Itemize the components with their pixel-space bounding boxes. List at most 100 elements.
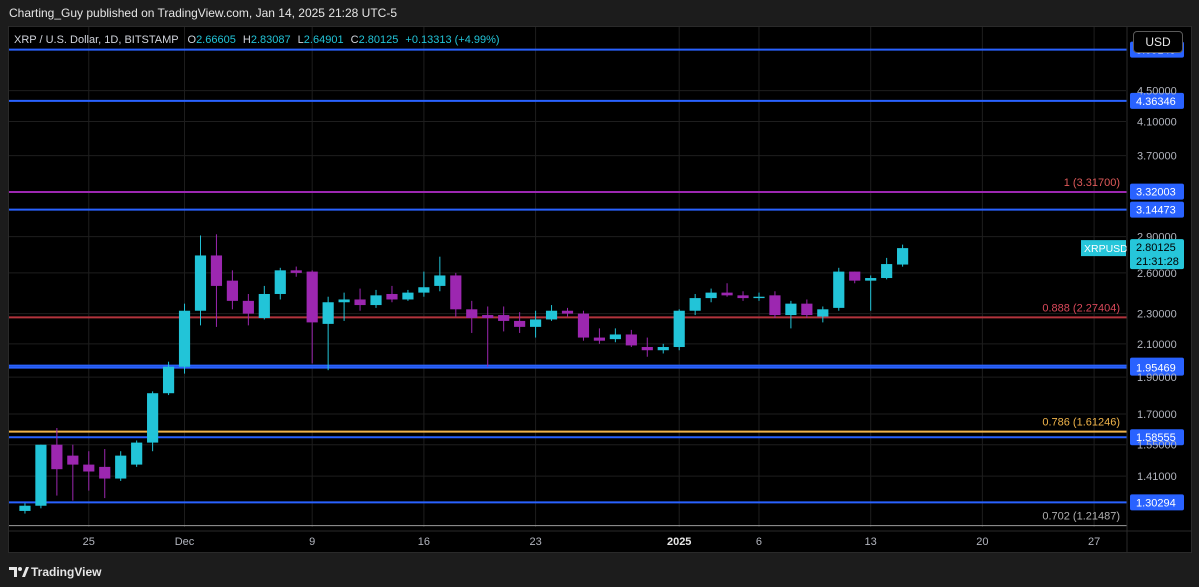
last-price-tag — [1130, 239, 1184, 270]
time-axis-tick-label: 13 — [865, 536, 877, 548]
candle-body — [865, 278, 877, 281]
candle-body — [705, 292, 717, 299]
legend-h-value: 2.83087 — [251, 34, 291, 46]
candle-body — [386, 293, 398, 300]
currency-button[interactable]: USD — [1133, 31, 1183, 53]
candle-body — [673, 310, 685, 348]
candle-body — [545, 310, 558, 320]
legend-l-label: L — [298, 34, 304, 46]
candle-body — [434, 275, 446, 286]
time-axis-tick-label: 25 — [83, 536, 95, 548]
candle-body — [466, 309, 478, 318]
candle-body — [322, 302, 334, 324]
price-axis-tick-label: 4.50000 — [1137, 86, 1177, 98]
candle-body — [482, 315, 494, 318]
candle-body — [226, 280, 238, 301]
legend-symbol: XRP / U.S. Dollar, 1D, BITSTAMP — [14, 34, 178, 46]
legend-h-label: H — [243, 34, 251, 46]
footer: TradingView — [0, 558, 1199, 587]
candle-body — [338, 299, 350, 303]
candle-body — [194, 255, 207, 311]
candle-body — [897, 248, 909, 265]
candle-body — [817, 309, 829, 317]
price-level-tag-label: 3.14473 — [1136, 205, 1176, 217]
time-axis-tick-label: 2025 — [667, 536, 691, 548]
tradingview-logo-icon — [9, 567, 29, 577]
candle-body — [19, 505, 31, 511]
candle-body — [657, 347, 669, 351]
price-axis-tick-label: 3.70000 — [1137, 151, 1177, 163]
published-text: Charting_Guy published on TradingView.co… — [9, 6, 398, 20]
candle-body — [721, 292, 733, 296]
last-price-value: 2.80125 — [1136, 242, 1176, 254]
symbol-tag-label: XRPUSD — [1084, 243, 1128, 255]
candle-body — [131, 442, 143, 465]
price-axis: 4.500004.100003.700002.900002.600002.300… — [1081, 86, 1184, 483]
price-axis-tick-label: 1.90000 — [1137, 372, 1177, 384]
candle-body — [801, 303, 813, 316]
legend-l-value: 2.64901 — [304, 34, 344, 46]
chart-grid — [9, 27, 1126, 527]
fib-level-label: 0.888 (2.27404) — [1042, 302, 1120, 314]
price-level-tag-label: 1.58555 — [1136, 432, 1176, 444]
time-axis-tick-label: 20 — [976, 536, 988, 548]
candle-body — [625, 334, 637, 346]
price-axis-tick-label: 1.70000 — [1137, 409, 1177, 421]
price-axis-tick-label: 1.55000 — [1137, 440, 1177, 452]
last-price-countdown: 21:31:28 — [1136, 256, 1179, 268]
price-level-tag-label: 3.32003 — [1136, 187, 1176, 199]
candle-body — [354, 299, 366, 306]
candle-body — [35, 444, 47, 506]
time-axis: 25 Dec 9 16 23 2025 6 13 20 27 — [9, 27, 1191, 552]
candle-body — [753, 296, 765, 299]
candle-body — [737, 295, 749, 299]
time-axis-tick-label: 16 — [418, 536, 430, 548]
candle-body — [689, 298, 701, 311]
price-level-tag — [1130, 429, 1184, 446]
candle-body — [561, 310, 574, 314]
footer-brand[interactable]: TradingView — [31, 565, 102, 579]
fib-level-label: 0.702 (1.21487) — [1042, 511, 1120, 523]
candle-body — [769, 295, 781, 316]
candle-body — [290, 270, 302, 273]
price-level-tag-label: 1.30294 — [1136, 497, 1176, 509]
candle-body — [178, 310, 191, 367]
price-axis-tick-label: 2.60000 — [1137, 268, 1177, 280]
candle-body — [785, 303, 797, 316]
time-axis-tick-label: 27 — [1088, 536, 1100, 548]
candle-body — [147, 393, 159, 443]
candle-body — [577, 313, 590, 338]
horizontal-lines: 5.091454.363463.144731.966951.954691.585… — [9, 41, 1184, 527]
candle-body — [115, 455, 127, 479]
candle-body — [641, 347, 653, 351]
candle-body — [833, 271, 845, 308]
candle-body — [162, 366, 175, 394]
price-level-tag — [1130, 494, 1184, 511]
candle-body — [849, 271, 861, 281]
time-axis-tick-label: 23 — [529, 536, 541, 548]
time-axis-tick-label: Dec — [175, 536, 195, 548]
candle-body — [450, 275, 462, 310]
candle-body — [99, 466, 111, 479]
price-level-tag — [1130, 201, 1184, 218]
price-axis-tick-label: 2.10000 — [1137, 339, 1177, 351]
legend-change: +0.13313 (+4.99%) — [405, 34, 499, 46]
svg-text:XRP / U.S. Dollar, 1D, BITSTAM: XRP / U.S. Dollar, 1D, BITSTAMP O2.66605… — [14, 34, 500, 46]
time-axis-tick-label: 6 — [756, 536, 762, 548]
price-axis-tick-label: 2.30000 — [1137, 309, 1177, 321]
price-axis-tick-label: 1.41000 — [1137, 471, 1177, 483]
candle-body — [274, 270, 286, 294]
fib-level-label: 1 (3.31700) — [1064, 177, 1120, 189]
price-level-tag — [1130, 359, 1184, 376]
legend-o-label: O — [188, 34, 197, 46]
candle-body — [514, 320, 526, 327]
legend-c-value: 2.80125 — [359, 34, 399, 46]
time-axis-tick-label: 9 — [309, 536, 315, 548]
legend-c-label: C — [351, 34, 359, 46]
candle-body — [402, 292, 414, 300]
symbol-tag — [1081, 240, 1126, 257]
candle-body — [67, 455, 79, 465]
price-level-tag-label: 1.95469 — [1136, 363, 1176, 375]
symbol-legend: XRP / U.S. Dollar, 1D, BITSTAMP O2.66605… — [14, 34, 500, 46]
